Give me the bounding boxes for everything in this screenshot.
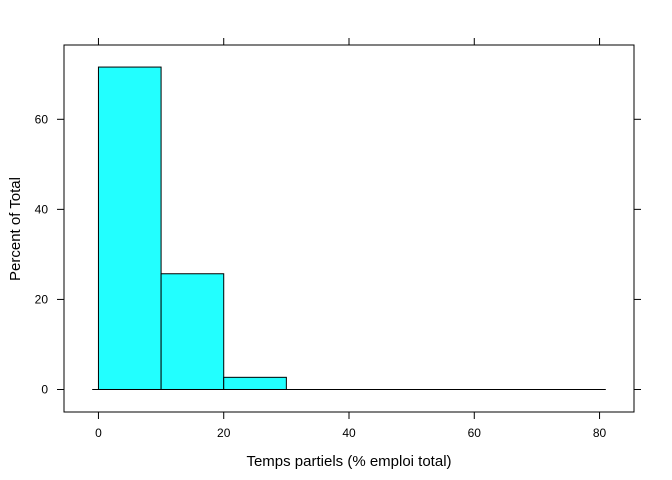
bars-group (92, 66, 606, 390)
histogram-bar-2 (223, 376, 287, 390)
x-tick-label-20: 20 (217, 426, 231, 440)
y-tick-label-40: 40 (35, 202, 49, 216)
histogram-bar-1 (160, 273, 225, 390)
y-axis-label: Percent of Total (7, 177, 24, 281)
x-tick-label-0: 0 (95, 426, 102, 440)
x-tick-label-40: 40 (342, 426, 356, 440)
y-axis: 0 20 40 60 (35, 112, 641, 396)
x-tick-label-80: 80 (593, 426, 607, 440)
y-tick-label-20: 20 (35, 292, 49, 306)
histogram-bar-0 (97, 66, 162, 390)
x-tick-label-60: 60 (468, 426, 482, 440)
y-tick-label-60: 60 (35, 112, 49, 126)
y-tick-label-0: 0 (41, 382, 48, 396)
x-axis: 0 20 40 60 80 (95, 38, 607, 440)
x-axis-label: Temps partiels (% emploi total) (246, 453, 451, 470)
